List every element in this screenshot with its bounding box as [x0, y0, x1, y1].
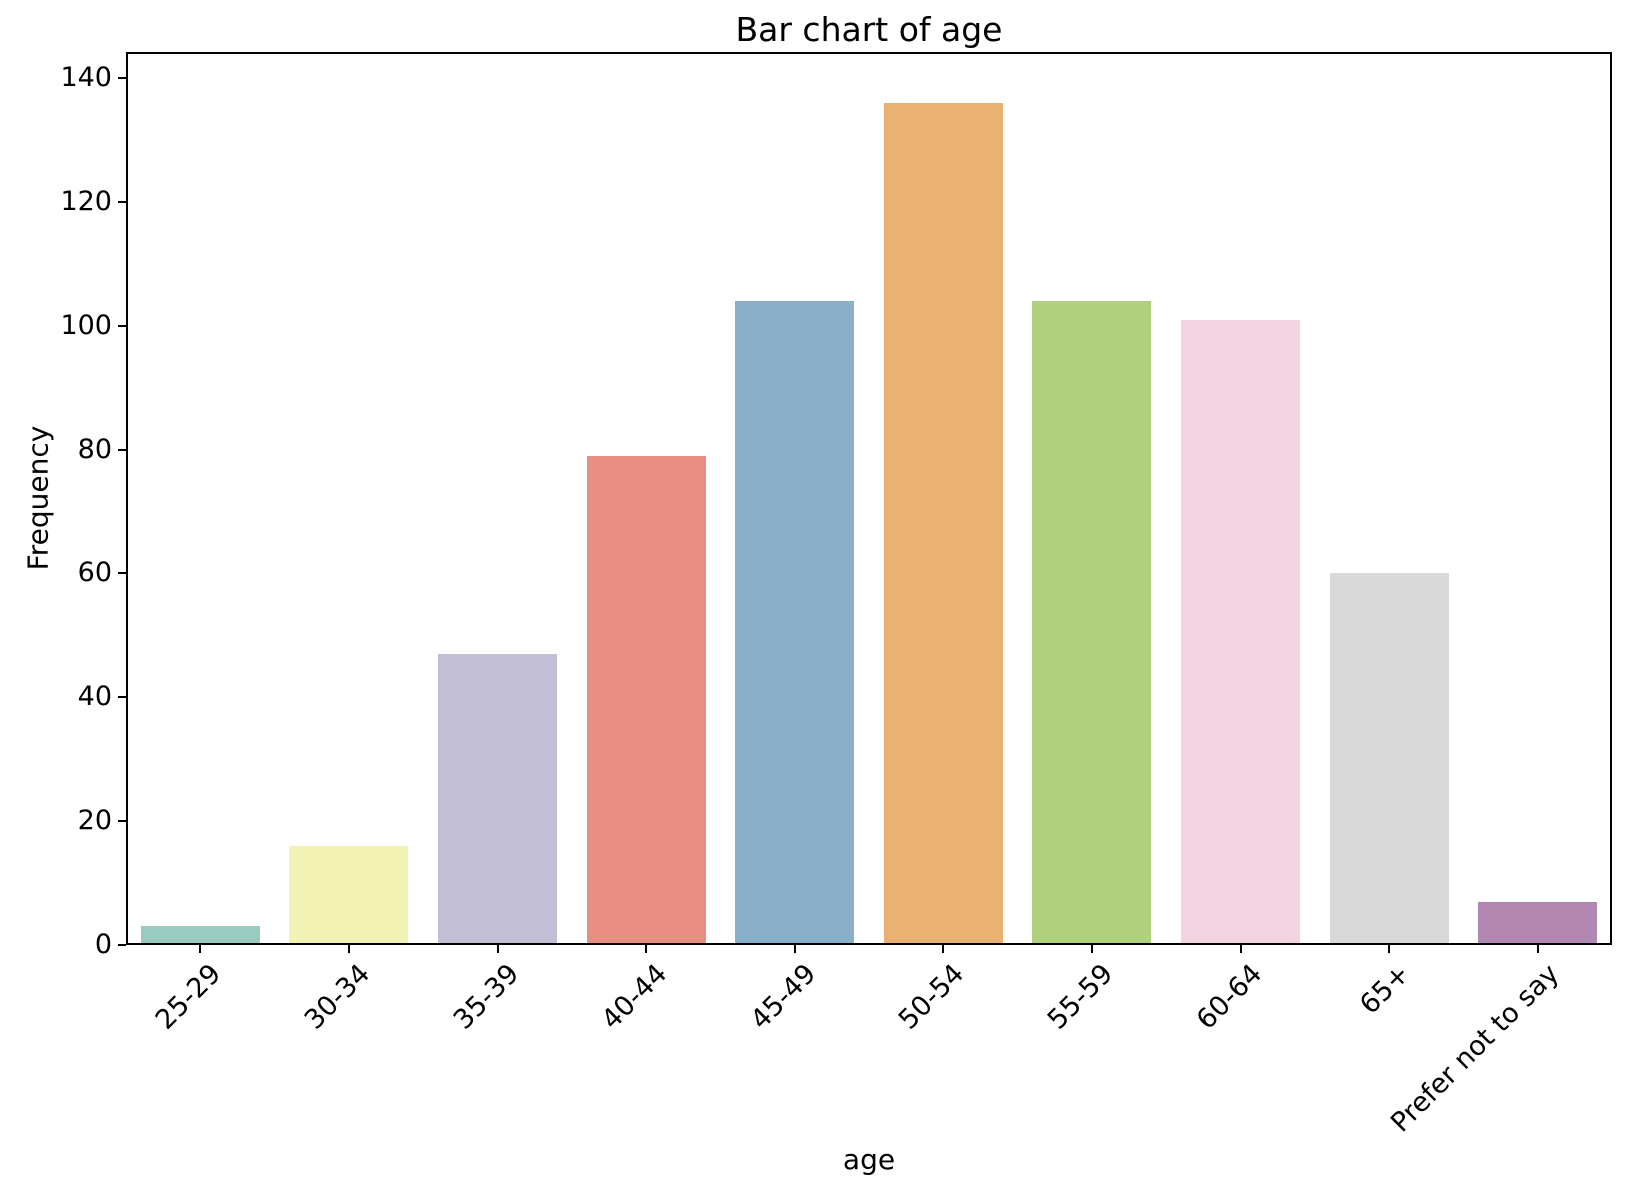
y-tick [118, 448, 126, 451]
x-tick [793, 945, 796, 953]
y-tick-label: 100 [60, 309, 112, 341]
x-tick-label: 35-39 [447, 958, 525, 1036]
y-tick [118, 944, 126, 946]
y-tick-label: 20 [77, 805, 112, 837]
y-tick [118, 572, 126, 575]
x-tick-label: 65+ [1354, 958, 1417, 1021]
bar-60-64 [1181, 319, 1300, 945]
x-tick [942, 945, 945, 953]
bar-45-49 [735, 300, 855, 945]
x-tick [1239, 945, 1242, 953]
bar-prefer-not-to-say [1478, 901, 1598, 945]
bar-65+ [1329, 573, 1449, 945]
y-tick [118, 696, 126, 699]
y-tick-label: 40 [77, 681, 112, 713]
chart-title: Bar chart of age [735, 10, 1003, 49]
bar-40-44 [586, 455, 706, 945]
x-tick-label: Prefer not to say [1384, 958, 1565, 1139]
plot-area [126, 52, 1612, 945]
y-tick [118, 324, 126, 327]
x-tick-label: 45-49 [744, 958, 822, 1036]
x-tick-label: 30-34 [298, 958, 377, 1036]
x-tick [1388, 945, 1391, 953]
x-tick [347, 945, 350, 953]
bar-35-39 [438, 653, 557, 945]
y-tick-label: 120 [60, 185, 112, 217]
y-tick-label: 60 [77, 557, 112, 589]
x-tick [1536, 945, 1539, 953]
x-tick [645, 945, 648, 953]
y-tick-label: 0 [94, 929, 112, 960]
x-tick-label: 50-54 [893, 958, 971, 1036]
x-tick [199, 945, 202, 953]
y-tick-label: 140 [60, 62, 112, 93]
y-tick [118, 77, 126, 79]
x-tick-label: 60-64 [1190, 958, 1268, 1036]
y-tick [118, 820, 126, 823]
bar-25-29 [140, 926, 260, 945]
bar-30-34 [289, 845, 409, 945]
y-tick [118, 200, 126, 203]
x-tick-label: 55-59 [1041, 958, 1120, 1036]
bar-50-54 [883, 102, 1003, 945]
x-tick-label: 25-29 [150, 958, 228, 1036]
bar-55-59 [1032, 300, 1152, 945]
x-tick [496, 945, 499, 953]
x-tick [1090, 945, 1093, 953]
y-tick-label: 80 [77, 433, 112, 465]
x-axis-label: age [842, 1143, 896, 1176]
x-tick-label: 40-44 [595, 958, 674, 1036]
